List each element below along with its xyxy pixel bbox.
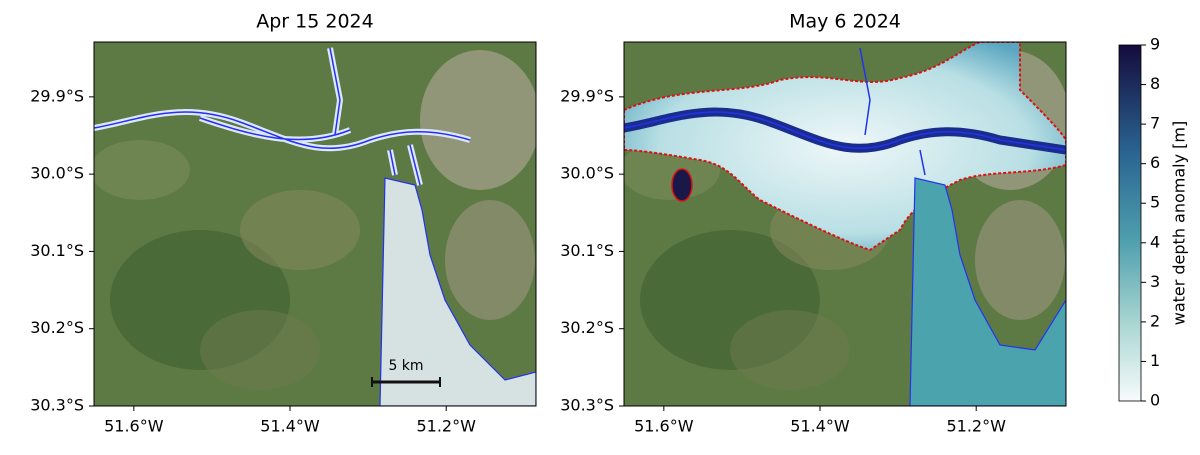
colorbar-tick-label: 1 (1150, 351, 1160, 370)
colorbar-tick-label: 7 (1150, 114, 1160, 133)
x-tick-label: 51.6°W (104, 417, 164, 436)
y-tick-label: 30.3°S (30, 396, 84, 415)
y-tick-label: 30.3°S (560, 396, 614, 415)
colorbar-tick-label: 4 (1150, 232, 1160, 251)
panel-title: May 6 2024 (789, 11, 901, 33)
x-tick-label: 51.2°W (416, 417, 476, 436)
x-tick-label: 51.4°W (790, 417, 850, 436)
y-tick-label: 30.2°S (560, 318, 614, 337)
colorbar-tick-label: 2 (1150, 311, 1160, 330)
colorbar-tick-label: 3 (1150, 272, 1160, 291)
y-tick-label: 30.1°S (30, 241, 84, 260)
x-tick-label: 51.2°W (946, 417, 1006, 436)
panel-title: Apr 15 2024 (256, 11, 373, 33)
colorbar-tick-label: 5 (1150, 193, 1160, 212)
map-frame (623, 41, 1067, 407)
colorbar-tick-label: 6 (1150, 153, 1160, 172)
y-tick-label: 30.2°S (30, 318, 84, 337)
scale-bar-label: 5 km (388, 358, 423, 374)
y-tick-label: 30.0°S (560, 164, 614, 183)
colorbar-tick-label: 8 (1150, 74, 1160, 93)
x-tick-label: 51.6°W (634, 417, 694, 436)
map-frame (93, 41, 537, 407)
y-tick-label: 30.1°S (560, 241, 614, 260)
y-tick-label: 29.9°S (560, 86, 614, 105)
y-tick-label: 30.0°S (30, 164, 84, 183)
satellite-image (624, 42, 1066, 406)
colorbar (1118, 44, 1142, 402)
satellite-image (94, 42, 536, 406)
colorbar-label: water depth anomaly [m] (1170, 121, 1189, 326)
x-tick-label: 51.4°W (260, 417, 320, 436)
colorbar-tick-label: 0 (1150, 391, 1160, 410)
y-tick-label: 29.9°S (30, 86, 84, 105)
colorbar-tick-label: 9 (1150, 35, 1160, 54)
